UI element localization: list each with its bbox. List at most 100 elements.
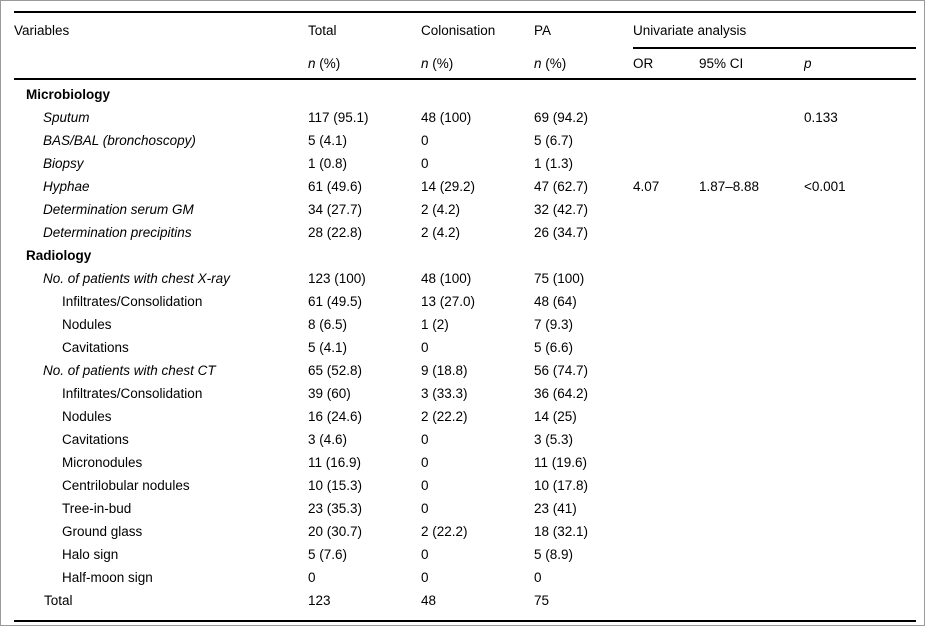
cell-ci (699, 313, 804, 336)
cell-p (804, 152, 916, 175)
cell-or (633, 520, 699, 543)
cell-ci (699, 428, 804, 451)
cell-or (633, 267, 699, 290)
cell-ci (699, 336, 804, 359)
cell-pa (534, 244, 633, 267)
cell-or (633, 405, 699, 428)
table-row: Micronodules 11 (16.9) 0 11 (19.6) (14, 451, 916, 474)
cell-pa: 10 (17.8) (534, 478, 589, 493)
cell-pa: 75 (534, 593, 550, 608)
cell-total: 61 (49.5) (308, 294, 363, 309)
cell-ci (699, 497, 804, 520)
subheader-pa-n-pct: n (%) (534, 48, 633, 79)
column-header-univariate-analysis: Univariate analysis (633, 12, 917, 49)
cell-total: 11 (16.9) (308, 455, 362, 470)
cell-total (308, 244, 421, 267)
row-label: Micronodules (62, 455, 143, 470)
subheader-total-n-pct: n (%) (308, 48, 421, 79)
row-label: Cavitations (62, 340, 129, 355)
cell-p (804, 497, 916, 520)
cell-or (633, 221, 699, 244)
table-row: Nodules 16 (24.6) 2 (22.2) 14 (25) (14, 405, 916, 428)
cell-colonisation: 48 (421, 593, 437, 608)
cell-ci (699, 290, 804, 313)
cell-ci (699, 244, 804, 267)
cell-colonisation: 0 (421, 156, 429, 171)
cell-p (804, 589, 916, 621)
cell-pa: 7 (9.3) (534, 317, 574, 332)
row-label: Cavitations (62, 432, 129, 447)
cell-colonisation: 0 (421, 133, 429, 148)
cell-p (804, 382, 916, 405)
cell-p (804, 244, 916, 267)
table-row: Biopsy 1 (0.8) 0 1 (1.3) (14, 152, 916, 175)
cell-ci (699, 267, 804, 290)
cell-colonisation: 48 (100) (421, 110, 472, 125)
cell-total: 34 (27.7) (308, 202, 363, 217)
cell-pa: 18 (32.1) (534, 524, 589, 539)
table-row: No. of patients with chest CT 65 (52.8) 9 … (14, 359, 916, 382)
table-row: BAS/BAL (bronchoscopy) 5 (4.1) 0 5 (6.7) (14, 129, 916, 152)
cell-total: 5 (4.1) (308, 133, 348, 148)
cell-colonisation: 0 (421, 570, 429, 585)
cell-ci (699, 129, 804, 152)
cell-pa: 3 (5.3) (534, 432, 574, 447)
cell-p (804, 79, 916, 106)
cell-pa: 36 (64.2) (534, 386, 589, 401)
column-header-variables: Variables (14, 23, 70, 38)
cell-p: 0.133 (804, 110, 838, 125)
p-symbol: p (804, 56, 812, 71)
cell-or (633, 129, 699, 152)
cell-or (633, 152, 699, 175)
n-symbol: n (421, 55, 429, 71)
subheader-p: p (804, 48, 916, 79)
cell-p (804, 359, 916, 382)
cell-total: 3 (4.6) (308, 432, 348, 447)
cell-colonisation: 14 (29.2) (421, 179, 476, 194)
cell-ci: 1.87–8.88 (699, 179, 760, 194)
cell-colonisation: 3 (33.3) (421, 386, 468, 401)
cell-colonisation: 48 (100) (421, 271, 472, 286)
cell-p (804, 428, 916, 451)
row-label: Radiology (26, 248, 92, 263)
pct-label: (%) (315, 55, 341, 71)
cell-total: 123 (100) (308, 271, 366, 286)
header-spacer (14, 48, 308, 79)
cell-colonisation (421, 79, 534, 106)
table-row: No. of patients with chest X-ray 123 (100… (14, 267, 916, 290)
cell-ci (699, 474, 804, 497)
table-row: Hyphae 61 (49.6) 14 (29.2) 47 (62.7) 4.07 1.8… (14, 175, 916, 198)
row-label: Nodules (62, 317, 112, 332)
cell-total: 117 (95.1) (308, 110, 369, 125)
n-symbol: n (534, 55, 542, 71)
cell-total: 123 (308, 593, 331, 608)
cell-or (633, 79, 699, 106)
cell-pa: 14 (25) (534, 409, 577, 424)
cell-pa: 47 (62.7) (534, 179, 589, 194)
cell-colonisation: 13 (27.0) (421, 294, 476, 309)
cell-total: 20 (30.7) (308, 524, 363, 539)
row-label: Halo sign (62, 547, 119, 562)
cell-ci (699, 79, 804, 106)
row-label: No. of patients with chest CT (43, 363, 216, 378)
cell-ci (699, 589, 804, 621)
pct-label: (%) (428, 55, 454, 71)
n-symbol: n (308, 55, 316, 71)
cell-total: 5 (4.1) (308, 340, 348, 355)
table-row: Determination serum GM 34 (27.7) 2 (4.2) 32… (14, 198, 916, 221)
cell-colonisation: 0 (421, 547, 429, 562)
table-row: Infiltrates/Consolidation 39 (60) 3 (33.3)… (14, 382, 916, 405)
cell-pa: 48 (64) (534, 294, 577, 309)
pct-label: (%) (541, 55, 567, 71)
cell-total: 28 (22.8) (308, 225, 363, 240)
cell-pa: 26 (34.7) (534, 225, 589, 240)
cell-p (804, 405, 916, 428)
row-label: Centrilobular nodules (62, 478, 190, 493)
table-row: Ground glass 20 (30.7) 2 (22.2) 18 (32.1) (14, 520, 916, 543)
cell-ci (699, 198, 804, 221)
cell-total: 39 (60) (308, 386, 351, 401)
row-label: Tree-in-bud (62, 501, 132, 516)
table-row: Cavitations 5 (4.1) 0 5 (6.6) (14, 336, 916, 359)
cell-total: 1 (0.8) (308, 156, 348, 171)
